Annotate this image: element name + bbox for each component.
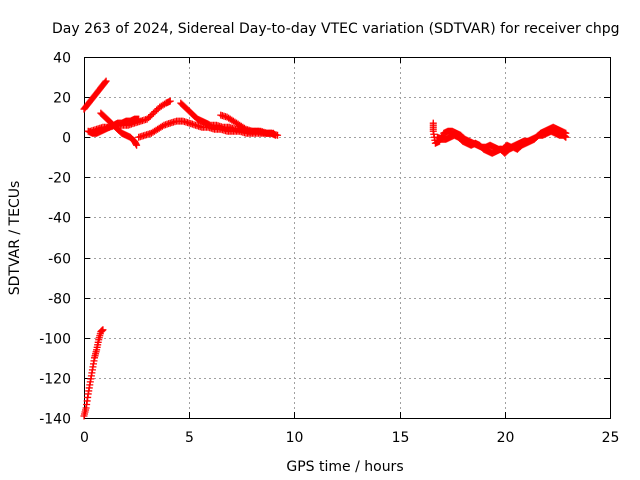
chart-title: Day 263 of 2024, Sidereal Day-to-day VTE… (52, 21, 620, 37)
series-arc-3 (86, 97, 174, 135)
y-tick-label: -120 (39, 372, 71, 388)
data-point (148, 111, 156, 119)
data-point (143, 115, 151, 123)
data-point (158, 122, 166, 130)
y-tick-label: -40 (48, 211, 71, 227)
y-tick-label: -20 (48, 171, 71, 187)
y-axis-tick-labels: 40 20 0 -20 -40 -60 -80 -100 -120 -140 (39, 51, 71, 428)
data-point (149, 109, 157, 117)
series-arc-steep-rise (80, 326, 107, 420)
y-axis-title: SDTVAR / TECUs (7, 181, 23, 296)
y-tick-label: 40 (53, 51, 71, 67)
x-tick-label: 0 (80, 430, 89, 446)
y-tick-label: 20 (53, 91, 71, 107)
x-tick-label: 25 (602, 430, 620, 446)
data-point (145, 114, 153, 122)
data-point (133, 141, 141, 149)
series-arc-4 (97, 109, 141, 149)
data-points (80, 77, 570, 420)
x-tick-label: 10 (286, 430, 304, 446)
data-point (274, 131, 282, 139)
plot-frame (84, 57, 611, 419)
data-point (102, 77, 110, 85)
y-tick-label: -60 (48, 252, 71, 268)
x-axis-title: GPS time / hours (286, 459, 403, 475)
x-tick-label: 5 (185, 430, 194, 446)
data-point (153, 106, 161, 114)
series-arc-9 (433, 127, 570, 157)
data-point (101, 78, 109, 86)
data-point (562, 133, 570, 141)
series-arc-7 (217, 111, 282, 139)
x-tick-label: 20 (497, 430, 515, 446)
data-point (146, 112, 154, 120)
grid (84, 57, 610, 418)
series-arc-rising-1 (80, 77, 110, 113)
x-axis-tick-labels: 0 5 10 15 20 25 (80, 430, 619, 446)
data-point (240, 124, 248, 132)
y-tick-label: 0 (62, 131, 71, 147)
y-tick-label: -140 (39, 412, 71, 428)
axis-ticks (84, 57, 611, 419)
x-tick-label: 15 (392, 430, 410, 446)
y-tick-label: -100 (39, 332, 71, 348)
y-tick-label: -80 (48, 292, 71, 308)
data-point (99, 326, 107, 334)
data-point (151, 108, 159, 116)
data-point (166, 97, 174, 105)
